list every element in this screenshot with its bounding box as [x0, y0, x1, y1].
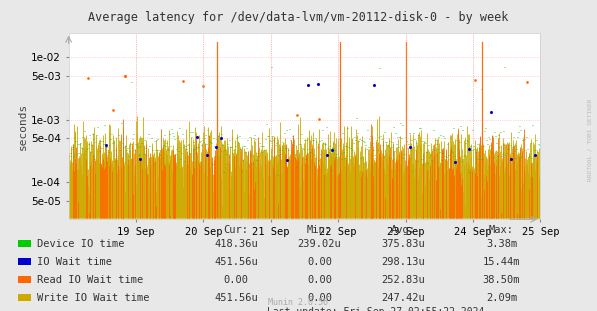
Text: 451.56u: 451.56u [214, 293, 258, 303]
Text: 247.42u: 247.42u [381, 293, 425, 303]
Text: 418.36u: 418.36u [214, 239, 258, 248]
Text: Read IO Wait time: Read IO Wait time [37, 275, 143, 285]
Text: Average latency for /dev/data-lvm/vm-20112-disk-0 - by week: Average latency for /dev/data-lvm/vm-201… [88, 11, 509, 24]
Y-axis label: seconds: seconds [19, 102, 29, 150]
Text: 38.50m: 38.50m [483, 275, 520, 285]
Text: RRDTOOL / TOBI OETIKER: RRDTOOL / TOBI OETIKER [588, 99, 593, 181]
Text: Last update: Fri Sep 27 02:55:22 2024: Last update: Fri Sep 27 02:55:22 2024 [267, 307, 485, 311]
Text: 3.38m: 3.38m [486, 239, 517, 248]
Text: Max:: Max: [489, 225, 514, 235]
Text: 451.56u: 451.56u [214, 257, 258, 267]
Text: 298.13u: 298.13u [381, 257, 425, 267]
Text: Device IO time: Device IO time [37, 239, 125, 248]
Text: Write IO Wait time: Write IO Wait time [37, 293, 149, 303]
Text: Cur:: Cur: [223, 225, 248, 235]
Text: 2.09m: 2.09m [486, 293, 517, 303]
Text: 15.44m: 15.44m [483, 257, 520, 267]
Text: IO Wait time: IO Wait time [37, 257, 112, 267]
Text: Min:: Min: [307, 225, 332, 235]
Text: 0.00: 0.00 [223, 275, 248, 285]
Text: 0.00: 0.00 [307, 293, 332, 303]
Text: Munin 2.0.56: Munin 2.0.56 [269, 298, 328, 307]
Text: 239.02u: 239.02u [297, 239, 341, 248]
Text: 0.00: 0.00 [307, 275, 332, 285]
Text: Avg:: Avg: [390, 225, 416, 235]
Text: 375.83u: 375.83u [381, 239, 425, 248]
Text: 0.00: 0.00 [307, 257, 332, 267]
Text: 252.83u: 252.83u [381, 275, 425, 285]
